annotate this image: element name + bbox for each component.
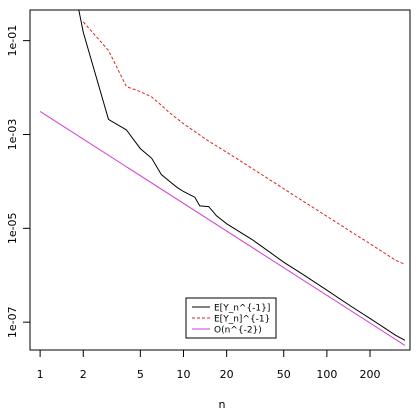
x-tick-label-7: 200 (360, 368, 381, 381)
series-line-2 (39, 110, 406, 346)
legend-box (185, 297, 277, 339)
x-tick-label-3: 10 (176, 368, 190, 381)
series-line-0 (78, 10, 406, 341)
y-axis: 1e-01 1e-03 1e-05 1e-07 (6, 25, 31, 338)
y-tick-label-3: 1e-07 (6, 306, 19, 338)
series-layer (39, 10, 406, 346)
legend-label-1: E[Y_n]^{-1} (214, 315, 270, 325)
x-tick-label-0: 1 (37, 368, 44, 381)
series-line-1 (82, 21, 406, 265)
legend-label-0: E[Y_n^{-1}] (214, 304, 270, 314)
x-tick-label-5: 50 (277, 368, 291, 381)
x-axis: 1 2 5 10 20 50 100 200 (37, 349, 381, 381)
y-tick-label-2: 1e-05 (6, 212, 19, 244)
legend-label-2: O(n^{-2}) (214, 326, 262, 336)
y-tick-label-0: 1e-01 (6, 25, 19, 57)
x-axis-title: n (219, 398, 226, 411)
x-tick-label-4: 20 (220, 368, 234, 381)
x-tick-label-1: 2 (80, 368, 87, 381)
x-tick-label-6: 100 (316, 368, 337, 381)
legend: E[Y_n^{-1}]E[Y_n]^{-1}O(n^{-2}) (185, 297, 277, 339)
y-tick-label-1: 1e-03 (6, 119, 19, 151)
x-tick-label-2: 5 (137, 368, 144, 381)
